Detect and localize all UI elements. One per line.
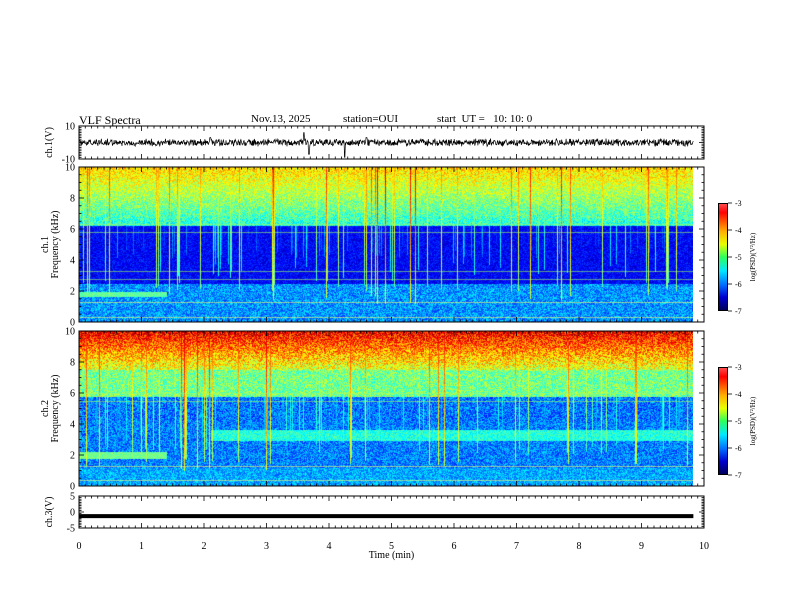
ch1-colorbar-tick: -6	[735, 280, 742, 289]
xtick-label: 1	[139, 541, 144, 552]
panel-3-ytick-label: 8	[70, 358, 75, 369]
ch2-colorbar-tick: -3	[735, 363, 742, 372]
ch1-waveform-trace	[78, 132, 694, 158]
ch2-colorbar-tick: -4	[735, 390, 742, 399]
xtick-label: 2	[202, 541, 207, 552]
ch2-colorbar-label-text: log(PSD)(V²/Hz)	[749, 396, 757, 445]
ch2-spec-ylabel: ch.2 Frequency (kHz)	[40, 374, 61, 442]
panel-2-ytick-label: 0	[70, 318, 75, 329]
ch1-colorbar-label-text: log(PSD)(V²/Hz)	[749, 232, 757, 281]
xtick-label: 5	[389, 541, 394, 552]
ch1-colorbar	[718, 203, 728, 311]
xtick-label: 4	[327, 541, 332, 552]
ch2-colorbar-label: log(PSD)(V²/Hz)	[749, 396, 757, 445]
panel-2-ytick-label: 8	[70, 194, 75, 205]
xtick-label: 9	[639, 541, 644, 552]
panel-3-ytick-label: 2	[70, 451, 75, 462]
panel-2-ytick-label: 4	[70, 256, 75, 267]
ch2-spec-ylabel-line: ch.2	[40, 400, 51, 417]
ch3-ylabel: ch.3(V)	[44, 497, 55, 528]
date-label: Nov.13, 2025	[251, 113, 311, 125]
ch1-spec-ylabel-line: ch.1	[40, 236, 51, 253]
x-axis-label: Time (min)	[369, 550, 414, 561]
ch2-spectrogram-image	[79, 331, 693, 486]
xtick-label: 0	[77, 541, 82, 552]
ch1-ylabel-line: ch.1(V)	[44, 127, 55, 158]
spectrogram-layer	[79, 167, 693, 486]
ch2-colorbar-tick: -6	[735, 444, 742, 453]
xtick-label: 10	[699, 541, 709, 552]
panel-1-ytick-label: 10	[65, 122, 75, 133]
panel-3-ytick-label: 10	[65, 327, 75, 338]
panel-3-ytick-label: 4	[70, 420, 75, 431]
ch2-colorbar-tick: -5	[735, 417, 742, 426]
ch2-colorbar	[718, 367, 728, 475]
xtick-label: 7	[514, 541, 519, 552]
ch1-colorbar-tick: -5	[735, 253, 742, 262]
ch1-colorbar-tick: -3	[735, 199, 742, 208]
ch1-colorbar-label: log(PSD)(V²/Hz)	[749, 232, 757, 281]
panel-2-ytick-label: 2	[70, 287, 75, 298]
ch3-ylabel-line: ch.3(V)	[44, 497, 55, 528]
ch1-ylabel: ch.1(V)	[44, 127, 55, 158]
panel-4-ytick-label: 5	[70, 492, 75, 503]
panel-2-ytick-label: 6	[70, 225, 75, 236]
ch2-spec-ylabel-line: Frequency (kHz)	[50, 374, 61, 442]
ch2-colorbar-tick: -7	[735, 471, 742, 480]
panel-4-ytick-label: 0	[70, 508, 75, 519]
ch1-spectrogram-image	[79, 167, 693, 322]
waveform-layer	[78, 132, 694, 519]
panel-3-ytick-label: 0	[70, 482, 75, 493]
panel-1-ytick-label: -10	[62, 155, 75, 166]
chart-title: VLF Spectra	[79, 113, 141, 127]
xtick-label: 3	[264, 541, 269, 552]
ch1-spec-ylabel: ch.1 Frequency (kHz)	[40, 210, 61, 278]
panel-3-ytick-label: 6	[70, 389, 75, 400]
ch1-spec-ylabel-line: Frequency (kHz)	[50, 210, 61, 278]
ch1-colorbar-tick: -7	[735, 307, 742, 316]
xtick-label: 6	[452, 541, 457, 552]
xtick-label: 8	[577, 541, 582, 552]
panel-2-ytick-label: 10	[65, 163, 75, 174]
ch1-colorbar-tick: -4	[735, 226, 742, 235]
station-label: station=OUI	[343, 113, 399, 125]
frames-layer	[78, 125, 732, 529]
start-time-label: start UT = 10: 10: 0	[437, 113, 533, 125]
panel-4-ytick-label: -5	[67, 524, 75, 535]
